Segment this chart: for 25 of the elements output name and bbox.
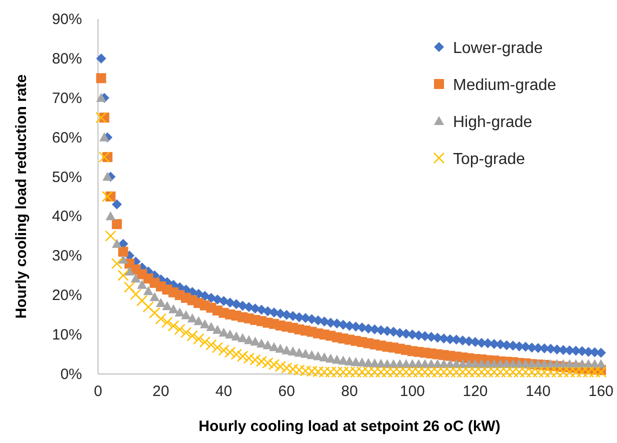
y-tick-label: 60%: [52, 129, 82, 146]
y-tick-label: 70%: [52, 90, 82, 107]
x-axis-title: Hourly cooling load at setpoint 26 oC (kW): [198, 418, 500, 435]
y-tick-label: 10%: [52, 326, 82, 344]
y-tick-label: 90%: [52, 11, 82, 28]
y-tick-label: 40%: [52, 208, 82, 226]
x-tick-label: 80: [341, 383, 358, 400]
x-tick-label: 40: [215, 383, 232, 400]
x-tick-label: 100: [400, 383, 425, 400]
y-tick-label: 80%: [52, 50, 82, 68]
legend-label: Top-grade: [453, 151, 526, 168]
legend-label: Medium-grade: [453, 77, 556, 94]
y-axis-title: Hourly cooling load reduction rate: [13, 74, 30, 319]
y-tick-label: 0%: [60, 366, 82, 383]
x-tick-label: 140: [526, 383, 551, 400]
x-tick-label: 20: [152, 383, 170, 400]
y-tick-label: 20%: [52, 287, 82, 304]
legend-label: Lower-grade: [453, 40, 543, 57]
y-tick-label: 30%: [52, 248, 82, 265]
x-tick-label: 0: [94, 383, 102, 400]
x-tick-label: 60: [278, 383, 295, 400]
x-tick-label: 160: [588, 383, 614, 400]
y-tick-label: 50%: [52, 168, 82, 186]
legend-label: High-grade: [453, 114, 532, 131]
x-tick-label: 120: [462, 383, 488, 400]
